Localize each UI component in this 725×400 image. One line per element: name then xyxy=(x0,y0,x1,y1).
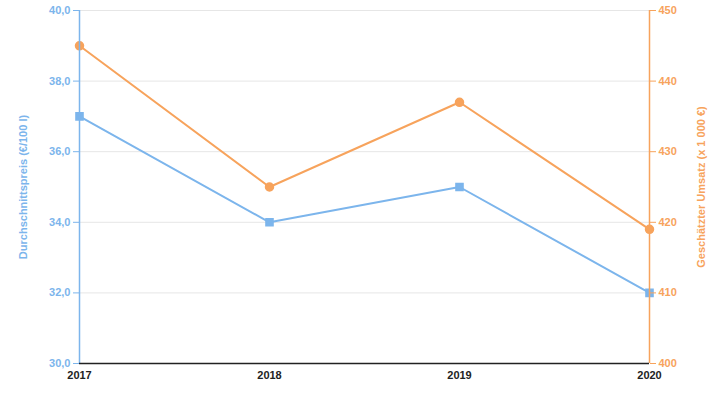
svg-text:2017: 2017 xyxy=(67,369,91,381)
svg-text:420: 420 xyxy=(659,216,677,228)
svg-text:430: 430 xyxy=(659,145,677,157)
svg-text:36,0: 36,0 xyxy=(49,145,70,157)
svg-text:440: 440 xyxy=(659,75,677,87)
svg-text:38,0: 38,0 xyxy=(49,75,70,87)
svg-text:Geschätzter Umsatz (x 1 000 €): Geschätzter Umsatz (x 1 000 €) xyxy=(695,106,707,268)
svg-text:30,0: 30,0 xyxy=(49,357,70,369)
svg-text:Durchschnittspreis (€/100 l): Durchschnittspreis (€/100 l) xyxy=(17,115,29,260)
svg-text:34,0: 34,0 xyxy=(49,216,70,228)
svg-text:2018: 2018 xyxy=(257,369,281,381)
svg-text:450: 450 xyxy=(659,4,677,16)
svg-text:2020: 2020 xyxy=(637,369,661,381)
svg-text:400: 400 xyxy=(659,357,677,369)
svg-text:32,0: 32,0 xyxy=(49,286,70,298)
svg-text:410: 410 xyxy=(659,286,677,298)
svg-text:2019: 2019 xyxy=(447,369,471,381)
svg-text:40,0: 40,0 xyxy=(49,4,70,16)
